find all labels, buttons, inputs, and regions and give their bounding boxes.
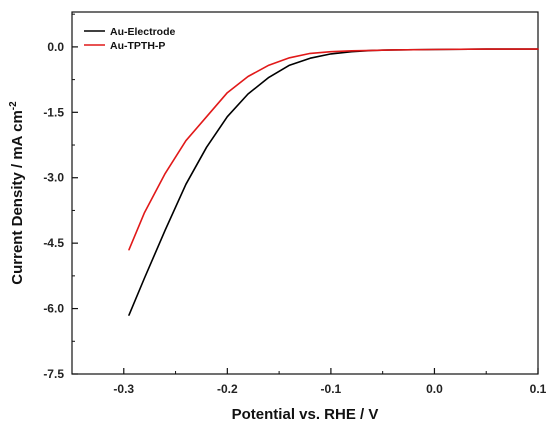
- series-line-au-electrode: [128, 48, 539, 316]
- x-axis-title: Potential vs. RHE / V: [232, 406, 379, 423]
- y-tick-label: -1.5: [43, 105, 64, 119]
- x-tick-label: -0.2: [217, 382, 238, 396]
- y-tick-label: -7.5: [43, 367, 64, 381]
- y-axis-title: Current Density / mA cm-2: [8, 101, 26, 285]
- series-line-au-tpth-p: [128, 48, 539, 251]
- y-tick-label: -6.0: [43, 302, 64, 316]
- x-tick-label: 0.1: [530, 382, 547, 396]
- series-layer: [128, 48, 539, 316]
- axis-ticks: -0.3 -0.2 -0.1 0.0 0.1 0.0 -1.5 -3.0 -4.5 -6.0 -7.…: [43, 13, 547, 396]
- legend-label-au-tpth-p: Au-TPTH-P: [110, 40, 165, 52]
- x-tick-label: -0.1: [321, 382, 342, 396]
- y-tick-label: 0.0: [47, 40, 64, 54]
- plot-frame: [71, 11, 539, 375]
- x-tick-label: 0.0: [426, 382, 443, 396]
- legend: Au-Electrode Au-TPTH-P: [84, 26, 176, 52]
- y-axis-title-superscript: -2: [8, 101, 19, 110]
- y-tick-label: -3.0: [43, 171, 64, 185]
- y-tick-label: -4.5: [43, 236, 64, 250]
- legend-label-au-electrode: Au-Electrode: [110, 26, 176, 38]
- x-tick-label: -0.3: [113, 382, 134, 396]
- y-axis-title-main: Current Density / mA cm: [9, 110, 26, 285]
